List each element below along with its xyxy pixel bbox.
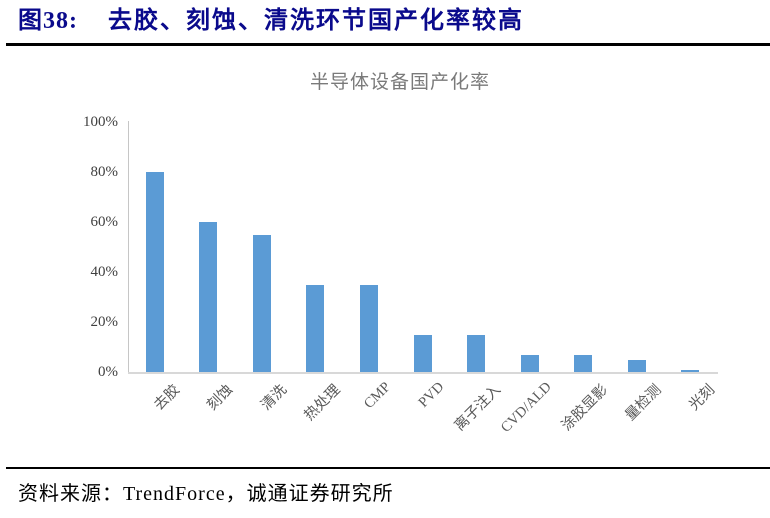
x-category-label: 涂胶显影 — [558, 381, 612, 435]
source-note: 资料来源：TrendForce，诚通证券研究所 — [18, 483, 394, 505]
bar — [627, 359, 646, 372]
x-category-label: 量检测 — [622, 381, 665, 424]
x-axis — [128, 372, 718, 374]
header-divider — [6, 43, 770, 46]
bar — [306, 284, 325, 372]
y-axis — [128, 121, 129, 373]
bar — [520, 354, 539, 372]
x-category-label: 光刻 — [686, 381, 719, 414]
bar — [145, 172, 164, 372]
bar — [574, 354, 593, 372]
x-category-label: 清洗 — [258, 381, 291, 414]
x-category-label: 离子注入 — [451, 381, 505, 435]
x-category-label: 刻蚀 — [204, 381, 237, 414]
x-category-label: 热处理 — [301, 381, 344, 424]
bar — [681, 369, 700, 372]
bar — [252, 234, 271, 372]
y-tick-label: 80% — [90, 164, 119, 180]
figure-header: 图38: 去胶、刻蚀、清洗环节国产化率较高 — [18, 4, 524, 38]
figure-number: 图38: — [18, 8, 78, 34]
figure-title: 去胶、刻蚀、清洗环节国产化率较高 — [108, 8, 524, 34]
bar — [359, 284, 378, 372]
x-category-label: PVD — [415, 379, 448, 411]
y-tick-label: 40% — [90, 264, 119, 280]
footer-divider — [6, 467, 770, 469]
x-category-label: CMP — [361, 379, 395, 412]
y-tick-label: 60% — [90, 214, 119, 230]
bar-chart: 半导体设备国产化率 0% 20% 40% 60% 80% 100% 去胶 刻蚀 清洗 热处理 CM… — [83, 72, 719, 436]
bar — [467, 334, 486, 372]
x-category-label: 去胶 — [151, 381, 183, 414]
x-category-label: CVD/ALD — [498, 379, 555, 436]
y-tick-label: 100% — [83, 114, 118, 130]
y-tick-label: 20% — [90, 314, 119, 330]
chart-title: 半导体设备国产化率 — [309, 72, 490, 93]
y-tick-label: 0% — [98, 364, 118, 380]
bar — [413, 334, 432, 372]
bar — [199, 222, 218, 372]
